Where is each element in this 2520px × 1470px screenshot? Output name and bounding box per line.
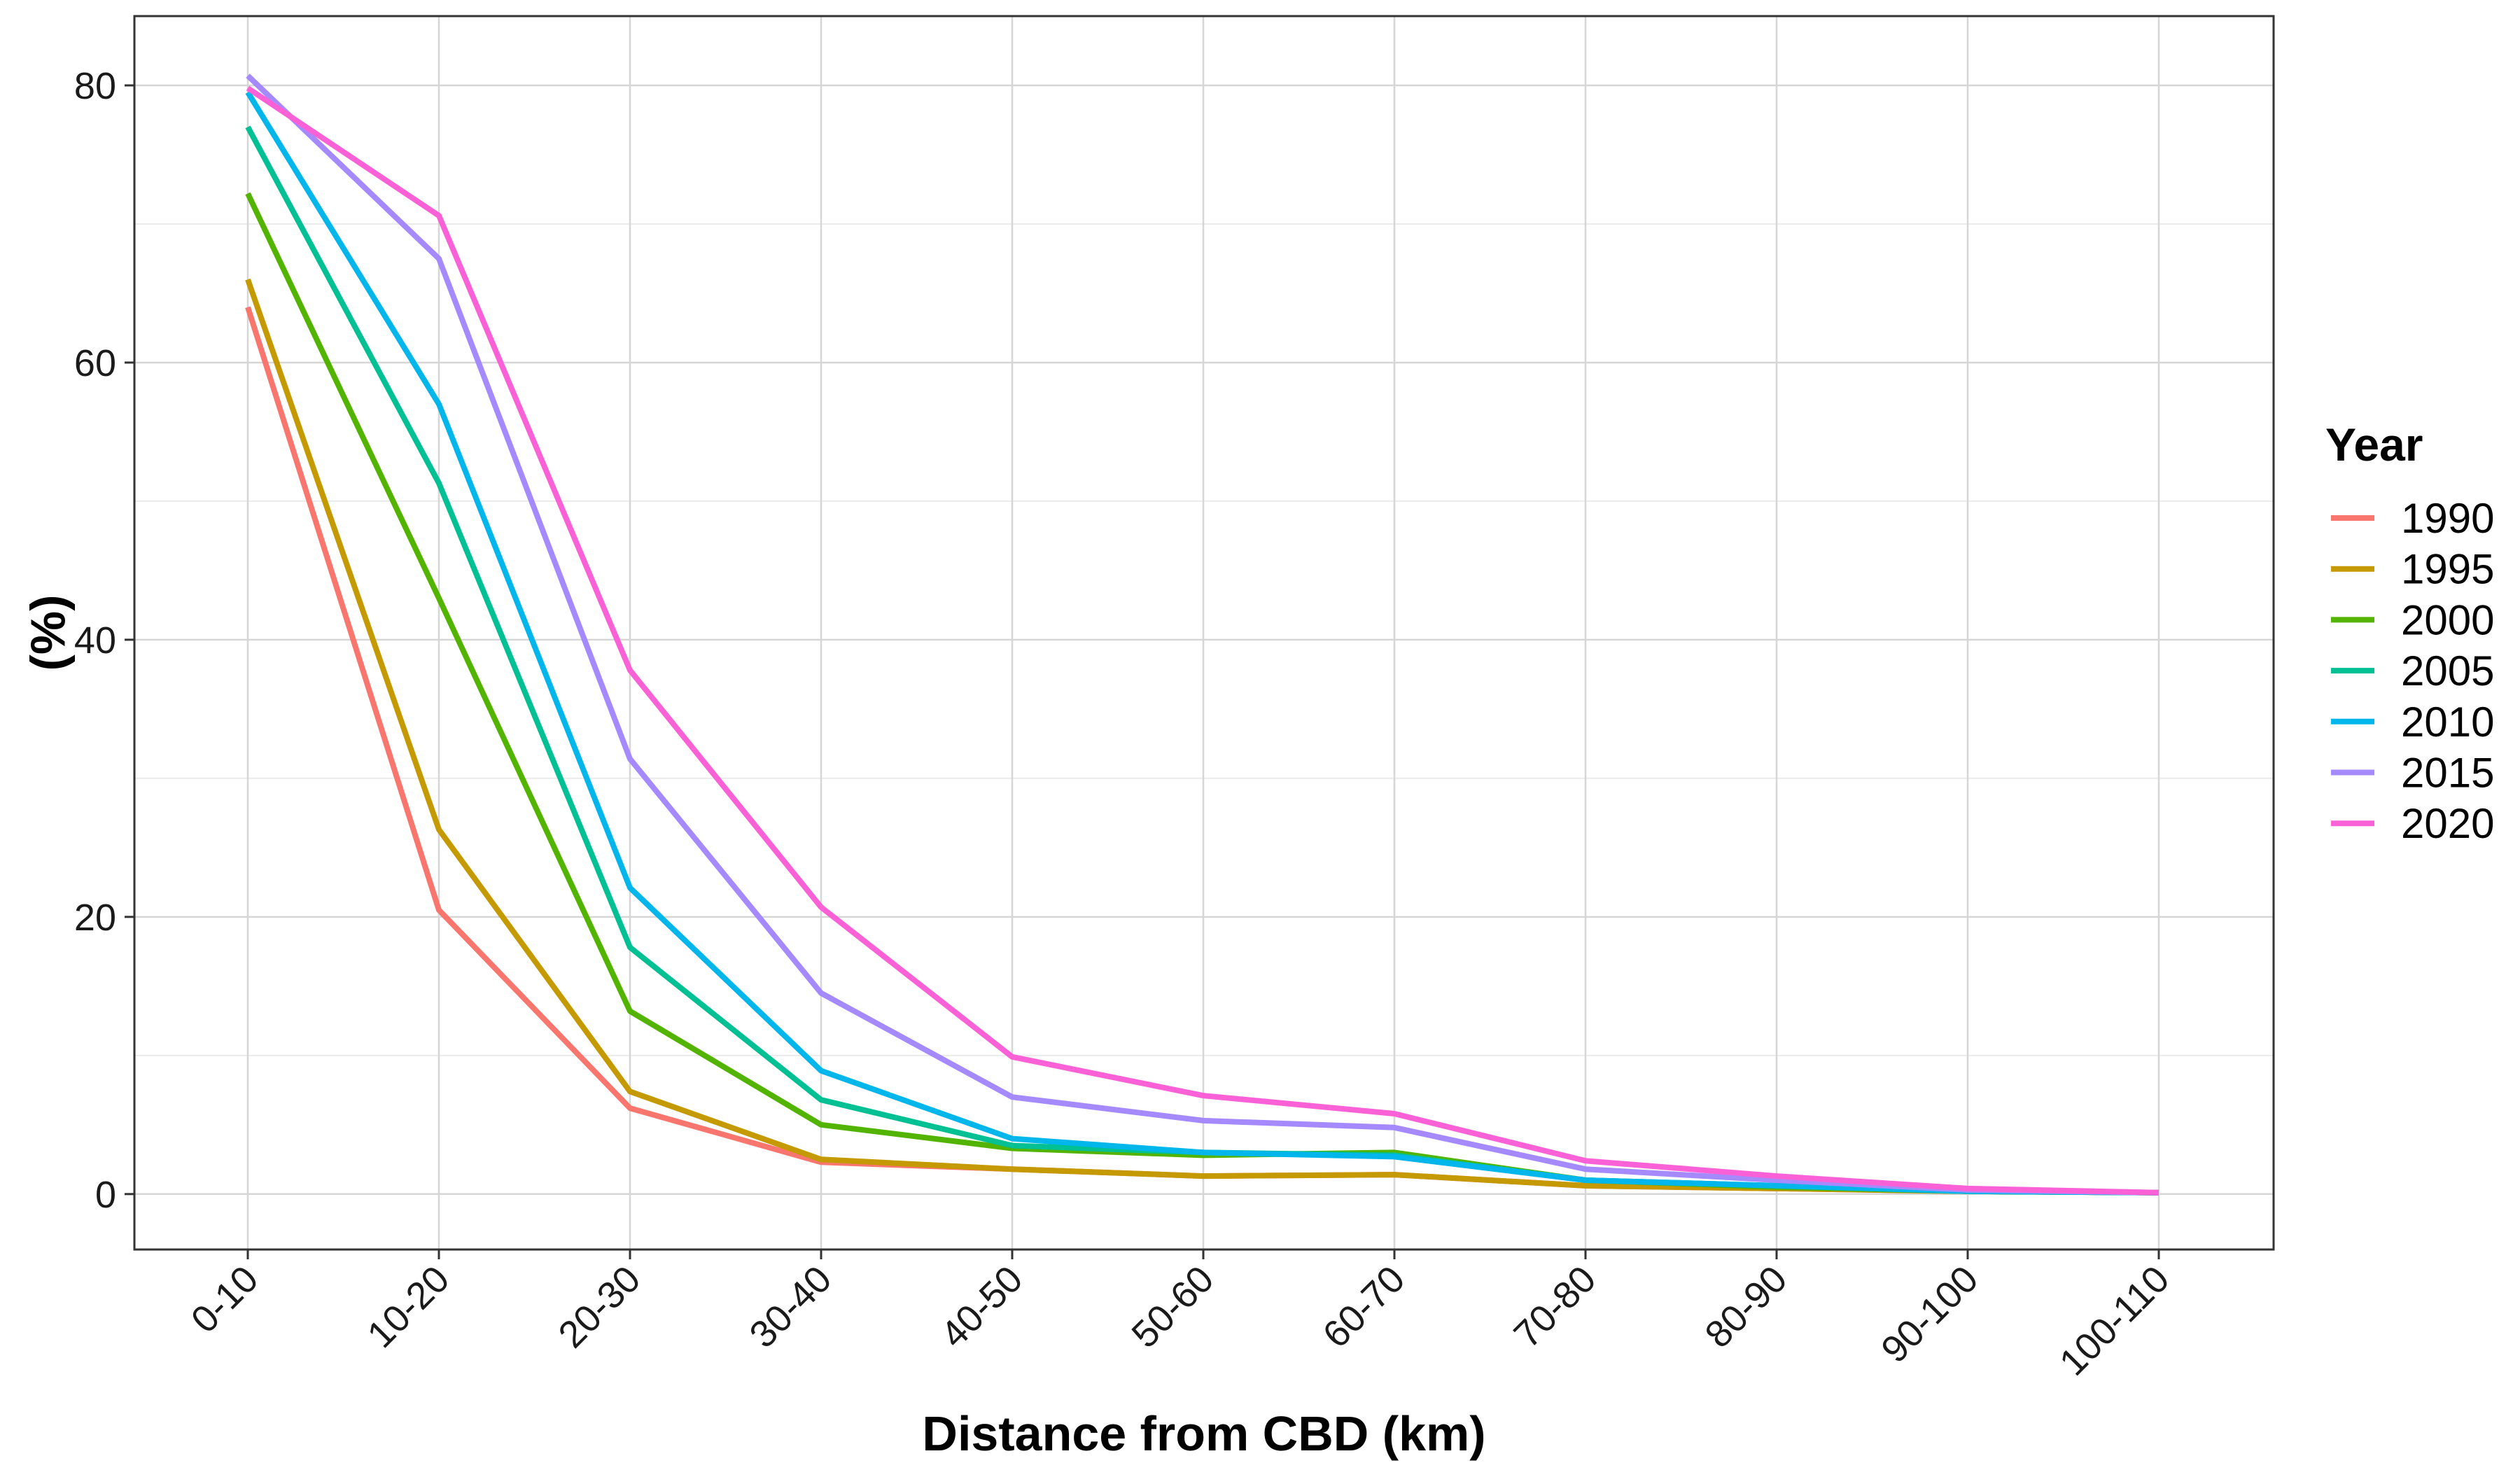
y-tick-label: 20 xyxy=(74,897,116,939)
y-tick-label: 80 xyxy=(74,65,116,107)
legend-label-1995: 1995 xyxy=(2401,546,2494,593)
x-axis-title: Distance from CBD (km) xyxy=(922,1406,1485,1461)
legend-title: Year xyxy=(2325,419,2423,470)
legend-label-2005: 2005 xyxy=(2401,648,2494,694)
legend-label-1990: 1990 xyxy=(2401,495,2494,542)
series-lines xyxy=(245,74,2160,1196)
major-gridlines xyxy=(134,16,2274,1250)
series-line-2015 xyxy=(246,74,2160,1196)
series-line-2020 xyxy=(246,85,2160,1196)
y-tick-label: 40 xyxy=(74,620,116,662)
legend-label-2020: 2020 xyxy=(2401,800,2494,847)
legend-label-2015: 2015 xyxy=(2401,750,2494,797)
y-axis: 0 20 40 60 80 xyxy=(74,65,134,1216)
legend-label-2010: 2010 xyxy=(2401,699,2494,746)
y-axis-title: (%) xyxy=(20,595,75,671)
y-tick-label: 0 xyxy=(95,1174,116,1216)
y-tick-label: 60 xyxy=(74,342,116,384)
series-line-2010 xyxy=(245,90,2160,1196)
legend-label-2000: 2000 xyxy=(2401,596,2494,643)
